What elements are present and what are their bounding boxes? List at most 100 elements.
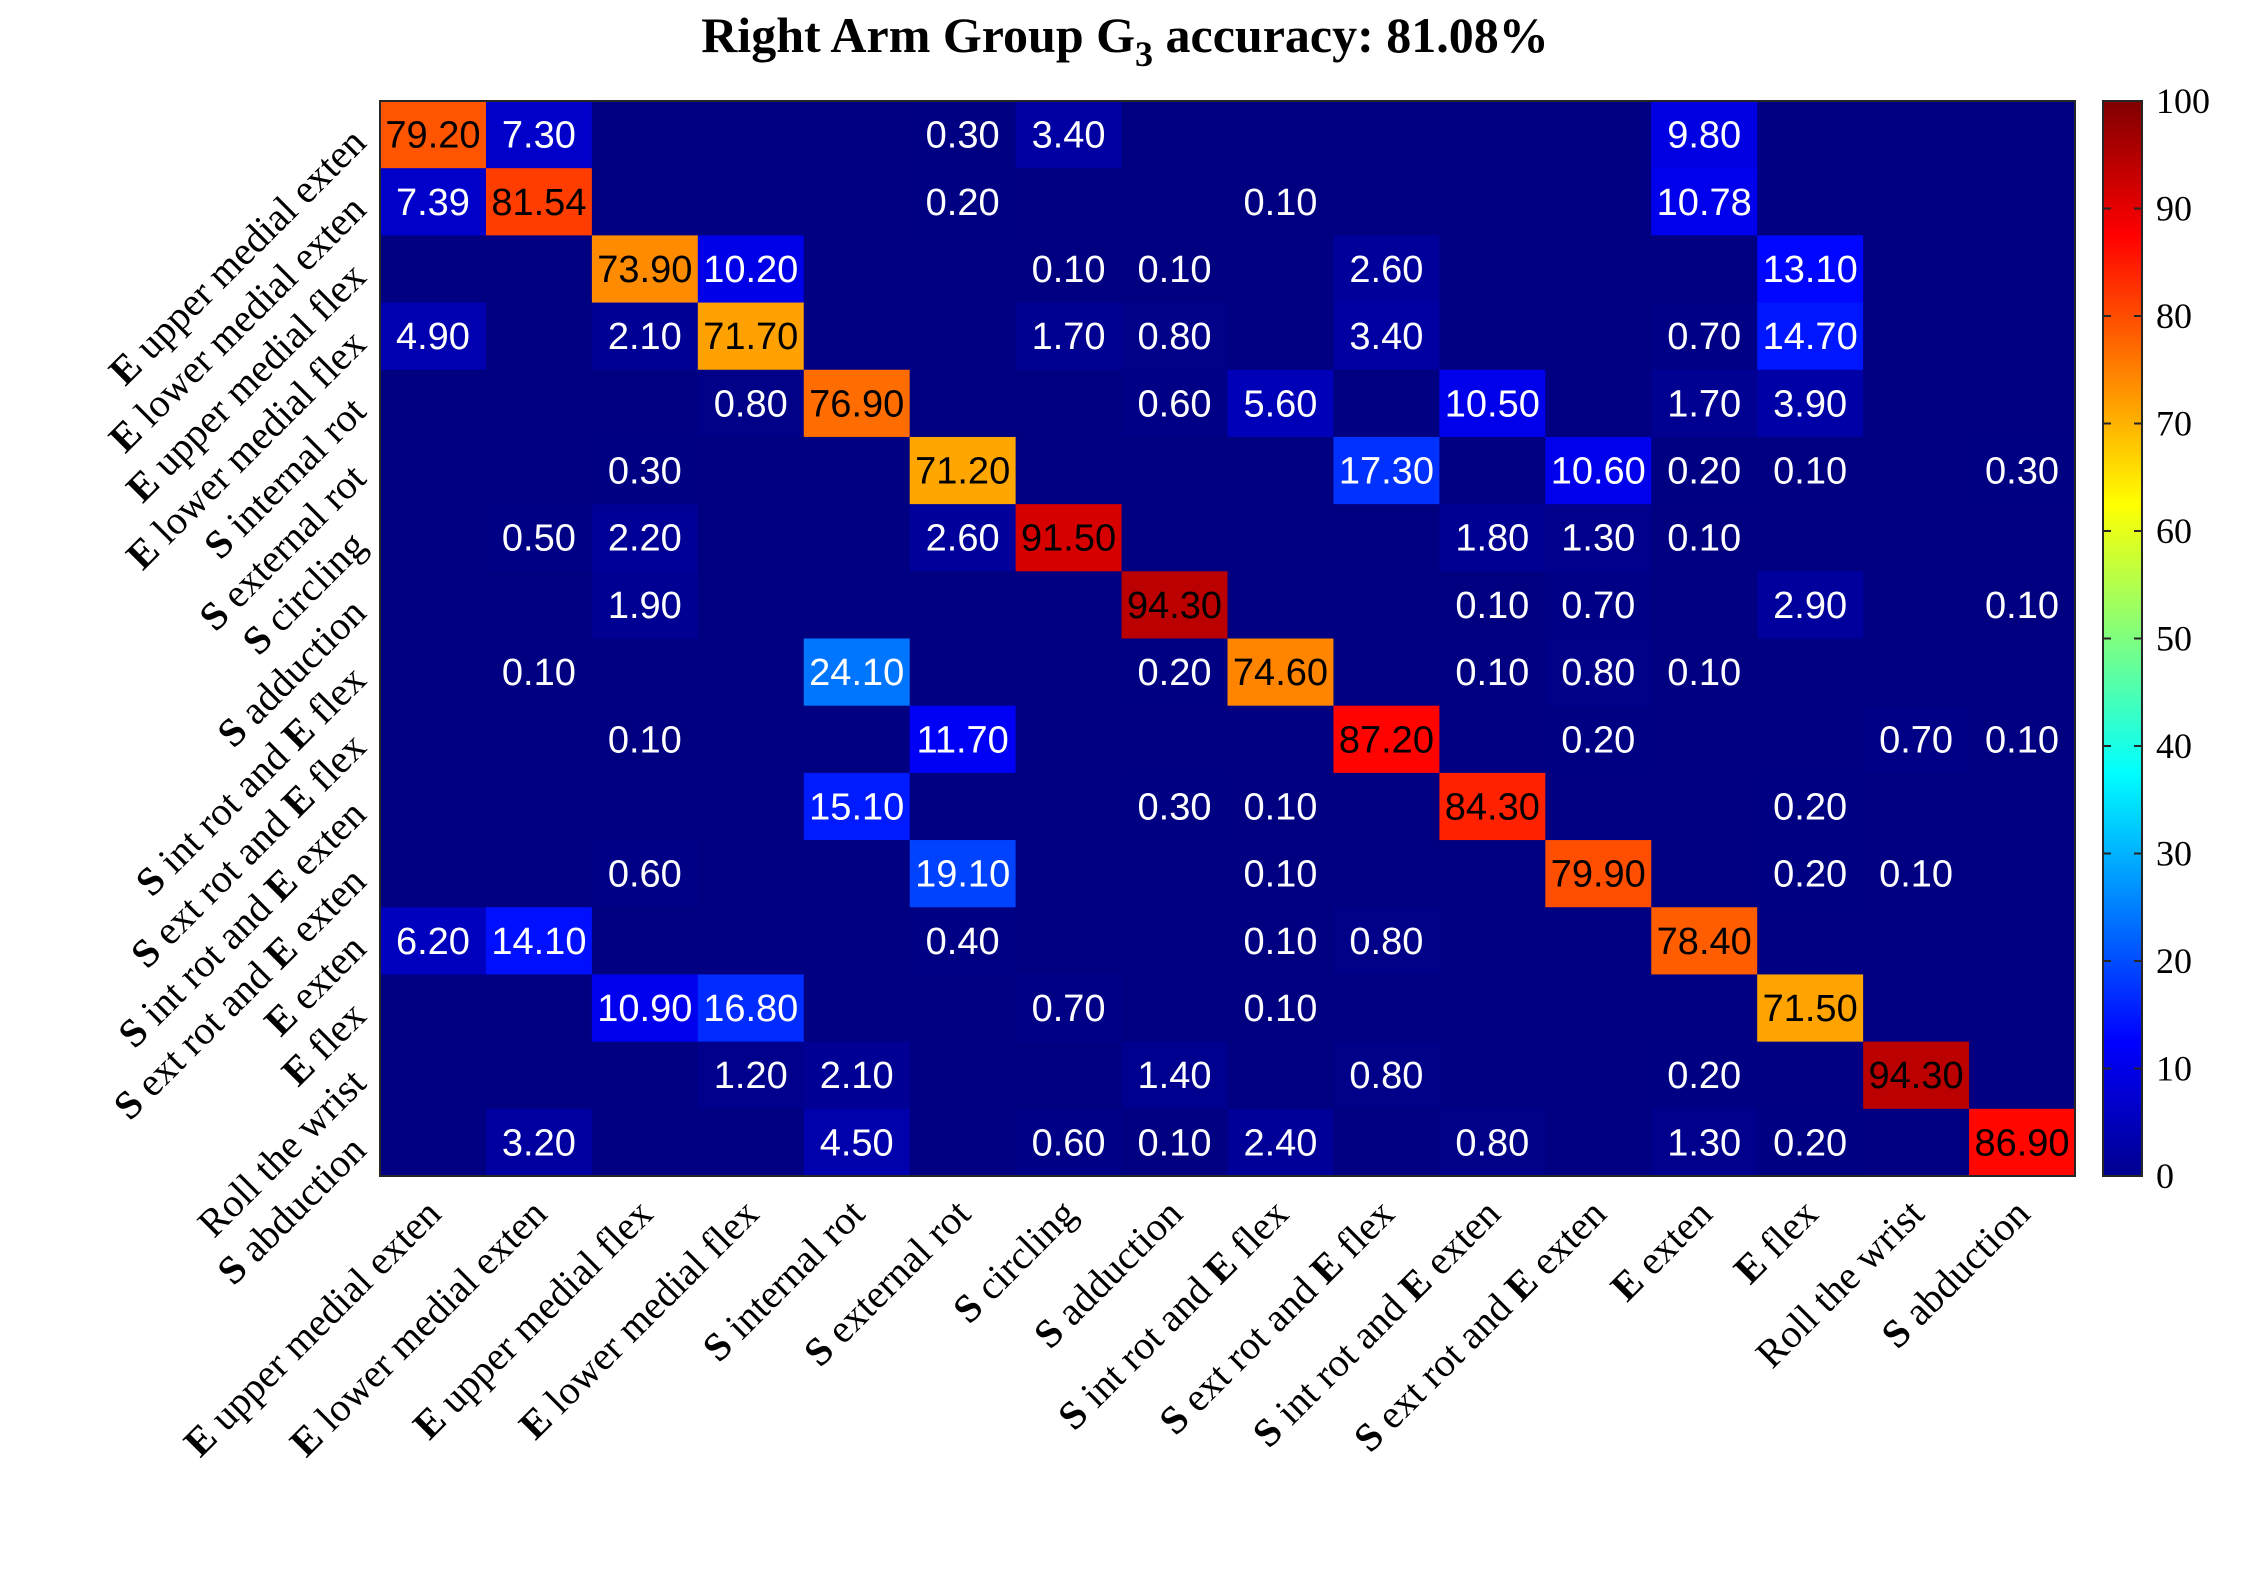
heatmap-cell bbox=[1863, 235, 1970, 304]
cell-value-label: 0.10 bbox=[1985, 719, 2059, 761]
heatmap-cell bbox=[1333, 1041, 1440, 1110]
colorbar-tick-label: 10 bbox=[2156, 1049, 2192, 1089]
heatmap-cell bbox=[803, 504, 911, 572]
heatmap-cell bbox=[1439, 101, 1546, 169]
heatmap-cell bbox=[1863, 840, 1970, 908]
heatmap-cell bbox=[380, 638, 487, 707]
heatmap-cell bbox=[697, 705, 805, 774]
cell-value-label: 0.10 bbox=[1879, 854, 1953, 896]
heatmap-cell bbox=[1545, 974, 1652, 1043]
heatmap-cell bbox=[1757, 907, 1864, 976]
heatmap-cell bbox=[591, 571, 699, 640]
heatmap-cell bbox=[1863, 168, 1970, 236]
heatmap-cell bbox=[1545, 436, 1652, 505]
heatmap-cell bbox=[591, 1041, 699, 1110]
cell-value-label: 2.40 bbox=[1243, 1122, 1317, 1164]
heatmap-cell bbox=[697, 504, 805, 572]
cell-value-label: 3.90 bbox=[1773, 383, 1847, 425]
cell-value-label: 10.60 bbox=[1551, 451, 1646, 493]
heatmap-cell bbox=[909, 772, 1017, 841]
cell-value-label: 0.20 bbox=[1773, 1122, 1847, 1164]
cell-value-label: 2.90 bbox=[1773, 585, 1847, 627]
cell-value-label: 2.20 bbox=[608, 518, 682, 560]
cell-value-label: 4.90 bbox=[396, 316, 470, 358]
cell-value-label: 7.39 bbox=[396, 182, 470, 224]
cell-value-label: 1.20 bbox=[714, 1055, 788, 1097]
heatmap-cell bbox=[1333, 907, 1440, 976]
heatmap-cell bbox=[1015, 101, 1123, 169]
heatmap-cell bbox=[1651, 638, 1758, 707]
heatmap-cell bbox=[1651, 907, 1758, 976]
heatmap-cell bbox=[909, 369, 1017, 438]
heatmap-cell bbox=[1651, 436, 1758, 505]
heatmap-cell bbox=[697, 571, 805, 640]
heatmap-cell bbox=[1545, 840, 1652, 908]
cell-value-label: 14.70 bbox=[1763, 316, 1858, 358]
heatmap-cell bbox=[1121, 638, 1229, 707]
heatmap-cell bbox=[1333, 369, 1440, 438]
heatmap-cell bbox=[1969, 840, 2076, 908]
heatmap-cell bbox=[1969, 504, 2076, 572]
heatmap-cell bbox=[909, 571, 1017, 640]
heatmap-cell bbox=[1439, 571, 1546, 640]
cell-value-label: 87.20 bbox=[1339, 719, 1434, 761]
heatmap-cell bbox=[380, 772, 487, 841]
cell-value-label: 0.20 bbox=[1667, 1055, 1741, 1097]
cell-value-label: 0.10 bbox=[1773, 451, 1847, 493]
heatmap-cell bbox=[1969, 436, 2076, 505]
cell-value-label: 10.20 bbox=[703, 249, 798, 291]
heatmap-cell bbox=[380, 571, 487, 640]
heatmap-cell bbox=[803, 1108, 911, 1177]
cell-value-label: 0.60 bbox=[608, 854, 682, 896]
heatmap-cell bbox=[1121, 840, 1229, 908]
cell-value-label: 0.10 bbox=[1138, 249, 1212, 291]
heatmap-cell bbox=[1121, 436, 1229, 505]
heatmap-cell bbox=[1757, 1041, 1864, 1110]
heatmap-cell bbox=[1863, 772, 1970, 841]
heatmap-cell bbox=[1015, 1041, 1123, 1110]
cell-value-label: 0.70 bbox=[1667, 316, 1741, 358]
heatmap-cell bbox=[697, 369, 805, 438]
heatmap-cell bbox=[485, 504, 593, 572]
heatmap-cell bbox=[909, 504, 1017, 572]
colorbar-tick-label: 30 bbox=[2156, 834, 2192, 874]
heatmap-cell bbox=[1651, 840, 1758, 908]
heatmap-cell bbox=[1439, 907, 1546, 976]
cell-value-label: 24.10 bbox=[809, 652, 904, 694]
heatmap-cell bbox=[1439, 168, 1546, 236]
heatmap-cell bbox=[1863, 571, 1970, 640]
cell-value-label: 5.60 bbox=[1243, 383, 1317, 425]
cell-value-label: 6.20 bbox=[396, 921, 470, 963]
heatmap-cell bbox=[1757, 436, 1864, 505]
heatmap-cell bbox=[697, 907, 805, 976]
heatmap-cell bbox=[1333, 235, 1440, 304]
cell-value-label: 0.40 bbox=[926, 921, 1000, 963]
heatmap-cells bbox=[380, 101, 2076, 1177]
cell-value-label: 76.90 bbox=[809, 383, 904, 425]
heatmap-cell bbox=[380, 101, 487, 169]
heatmap-cell bbox=[1121, 705, 1229, 774]
cell-value-label: 91.50 bbox=[1021, 518, 1116, 560]
heatmap-cell bbox=[1545, 504, 1652, 572]
heatmap-cell bbox=[1121, 571, 1229, 640]
heatmap-cell bbox=[380, 840, 487, 908]
heatmap-cell bbox=[1651, 235, 1758, 304]
heatmap-cell bbox=[1545, 369, 1652, 438]
heatmap-cell bbox=[485, 638, 593, 707]
heatmap-cell bbox=[591, 772, 699, 841]
heatmap-cell bbox=[697, 1108, 805, 1177]
heatmap-cell bbox=[1651, 974, 1758, 1043]
heatmap-cell bbox=[1651, 1108, 1758, 1177]
heatmap-cell bbox=[1015, 840, 1123, 908]
heatmap-cell bbox=[1863, 369, 1970, 438]
cell-value-label: 84.30 bbox=[1445, 786, 1540, 828]
heatmap-cell bbox=[1333, 974, 1440, 1043]
heatmap-cell bbox=[697, 772, 805, 841]
heatmap-cell bbox=[1863, 907, 1970, 976]
heatmap-cell bbox=[1227, 974, 1335, 1043]
heatmap-cell bbox=[1969, 1108, 2076, 1177]
heatmap-cell-labels: 79.20 7.30 0.30 3.40 9.80 7.39 81.54 0.20 0.10 10… bbox=[385, 115, 2069, 1165]
heatmap-cell bbox=[803, 840, 911, 908]
cell-value-label: 14.10 bbox=[491, 921, 586, 963]
